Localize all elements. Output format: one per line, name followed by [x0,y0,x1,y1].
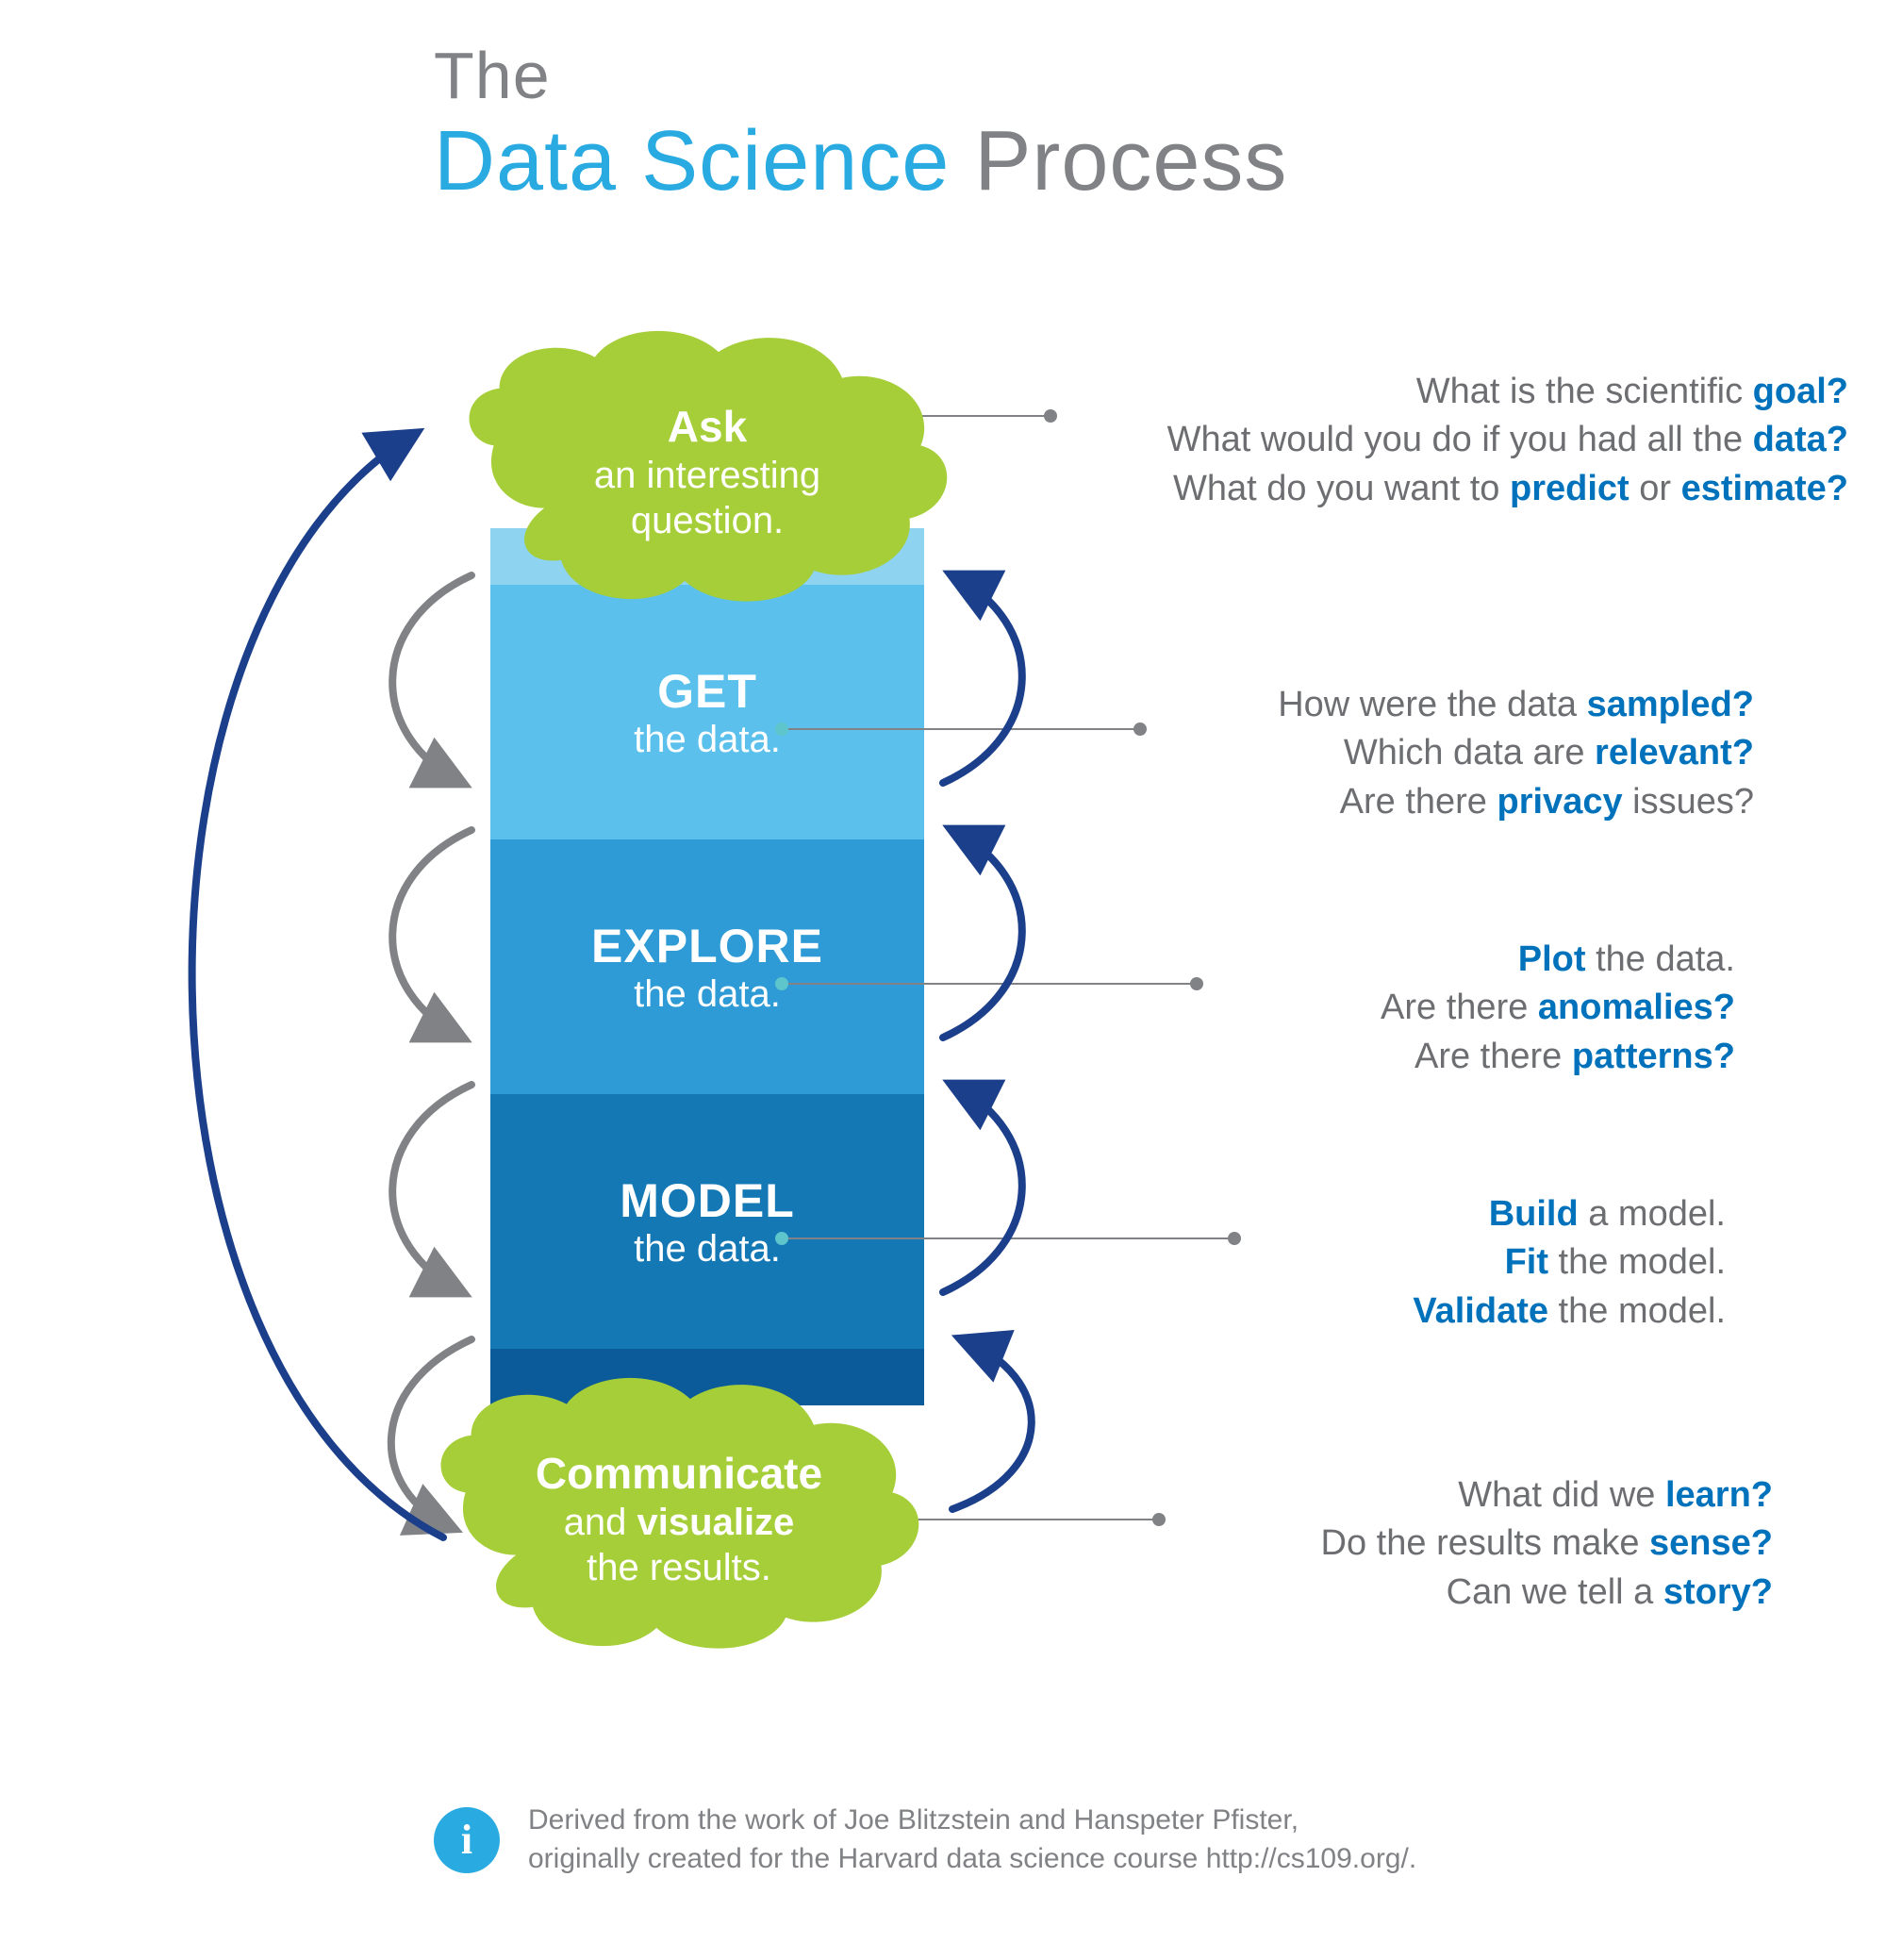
annotation-line: Fit the model. [1235,1238,1726,1287]
cloud-line2: and visualize [415,1500,943,1545]
process-column: GETthe data.EXPLOREthe data.MODELthe dat… [490,528,924,1405]
cloud-title: Ask [443,401,971,453]
cloud-line3: question. [443,498,971,543]
annotation-line: What would you do if you had all the dat… [1056,416,1848,464]
segment-title: MODEL [490,1173,924,1228]
segment-subtitle: the data. [490,973,924,1016]
annotation-line: Can we tell a story? [1160,1569,1773,1617]
annotation-line: How were the data sampled? [1141,681,1754,729]
annotation-line: Validate the model. [1235,1287,1726,1336]
attribution-line2: originally created for the Harvard data … [528,1840,1416,1879]
segment-get: GETthe data. [490,585,924,839]
annotation-line: What is the scientific goal? [1056,368,1848,416]
title-strong: Data Science [434,114,950,208]
annotation-line: Build a model. [1235,1190,1726,1238]
cloud-line2: an interesting [443,453,971,498]
segment-model: MODELthe data. [490,1094,924,1349]
leader-model-anno [783,1237,1233,1239]
annotation-line: Which data are relevant? [1141,729,1754,777]
leader-get-anno [783,728,1139,730]
page-title: The Data Science Process [434,38,1287,210]
segment-title: EXPLORE [490,919,924,973]
annotation-line: What did we learn? [1160,1471,1773,1520]
title-line2: Data Science Process [434,113,1287,210]
title-rest: Process [950,114,1287,208]
annotation-line: Are there privacy issues? [1141,778,1754,826]
cloud-communicate: Communicateand visualizethe results. [415,1368,943,1669]
annotation-line: What do you want to predict or estimate? [1056,465,1848,513]
annotation-line: Do the results make sense? [1160,1520,1773,1568]
cloud-line3: the results. [415,1545,943,1590]
annotation-line: Are there patterns? [1198,1033,1735,1081]
segment-subtitle: the data. [490,719,924,761]
annotation-model-anno: Build a model.Fit the model.Validate the… [1235,1190,1726,1336]
annotation-get-anno: How were the data sampled?Which data are… [1141,681,1754,826]
annotation-line: Plot the data. [1198,936,1735,984]
attribution-text: Derived from the work of Joe Blitzstein … [528,1802,1416,1878]
attribution-footer: i Derived from the work of Joe Blitzstei… [434,1802,1416,1878]
annotation-comm-anno: What did we learn?Do the results make se… [1160,1471,1773,1617]
info-icon: i [434,1807,500,1873]
segment-explore: EXPLOREthe data. [490,839,924,1094]
segment-title: GET [490,664,924,719]
annotation-ask-anno: What is the scientific goal?What would y… [1056,368,1848,513]
attribution-line1: Derived from the work of Joe Blitzstein … [528,1802,1416,1840]
title-line1: The [434,38,1287,113]
annotation-line: Are there anomalies? [1198,984,1735,1032]
leader-explore-anno [783,983,1196,985]
segment-subtitle: the data. [490,1228,924,1271]
annotation-explore-anno: Plot the data.Are there anomalies?Are th… [1198,936,1735,1081]
cloud-title: Communicate [415,1448,943,1500]
cloud-ask: Askan interestingquestion. [443,321,971,623]
